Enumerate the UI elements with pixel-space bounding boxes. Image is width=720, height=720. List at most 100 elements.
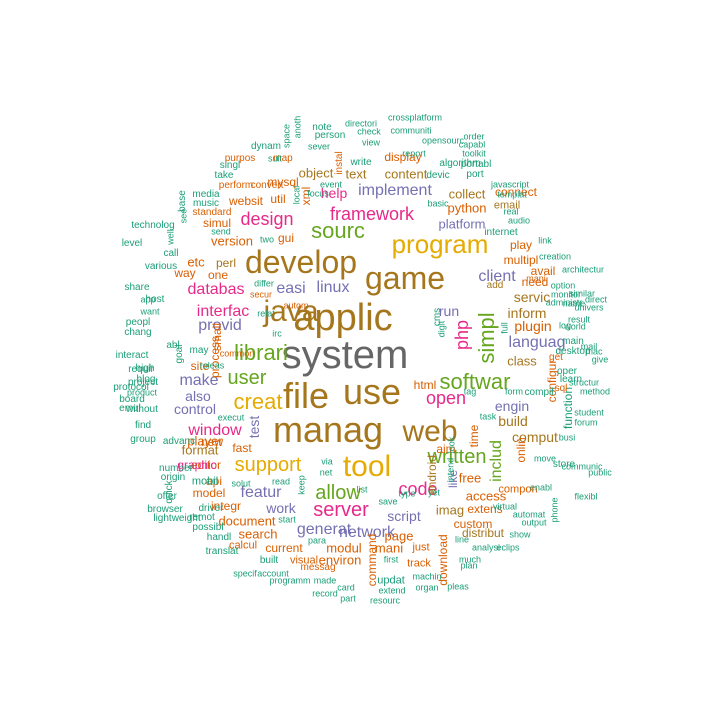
word-write: write xyxy=(350,157,372,168)
word-take: take xyxy=(214,170,234,181)
word-tool: tool xyxy=(342,450,392,483)
word-peopl: peopl xyxy=(125,317,151,328)
word-report: report xyxy=(402,148,426,159)
word-communic: communic xyxy=(561,461,603,472)
word-convert: convert xyxy=(250,180,284,191)
word-servic: servic xyxy=(513,289,551,305)
word-window: window xyxy=(188,422,242,439)
word-programm: programm xyxy=(269,575,311,586)
word-map: map xyxy=(273,153,293,164)
word-main: main xyxy=(562,336,584,347)
word-extend: extend xyxy=(378,585,406,596)
word-platform: platform xyxy=(438,216,486,232)
word-event: event xyxy=(319,179,343,190)
word-common: common xyxy=(219,348,255,359)
word-host: host xyxy=(145,294,165,305)
word-javascript: javascript xyxy=(490,179,530,190)
word-learn: learn xyxy=(559,374,583,385)
word-level: level xyxy=(121,238,143,249)
word-public: public xyxy=(588,467,612,478)
word-forum: forum xyxy=(574,417,598,428)
word-code: code xyxy=(398,479,438,499)
word-crossplatform: crossplatform xyxy=(387,112,443,123)
word-easi: easi xyxy=(276,280,306,297)
word-advanc: advanc xyxy=(162,436,196,447)
word-architectur: architectur xyxy=(561,264,605,275)
word-monitor: monitor xyxy=(550,289,582,300)
word-phone: phone xyxy=(549,497,560,523)
word-line: line xyxy=(454,534,470,545)
word-various: various xyxy=(144,261,178,272)
word-basic: basic xyxy=(427,198,449,209)
word-well: well xyxy=(165,229,176,245)
word-oper: oper xyxy=(556,366,578,377)
word-record: record xyxy=(312,588,338,599)
word-display: display xyxy=(384,150,422,164)
word-aim: aim xyxy=(436,442,456,456)
word-connect: connect xyxy=(494,185,538,199)
word-media: media xyxy=(192,189,220,200)
word-opensourc: opensourc xyxy=(421,135,465,146)
word-anoth: anoth xyxy=(292,115,303,139)
word-without: without xyxy=(126,404,158,415)
word-format: format xyxy=(181,442,219,458)
word-real: real xyxy=(503,206,519,217)
word-share: share xyxy=(124,282,150,293)
word-small: small xyxy=(210,322,224,352)
word-mani: mani xyxy=(374,540,404,556)
word-mail: mail xyxy=(580,341,598,352)
word-librari: librari xyxy=(234,340,288,365)
word-play: play xyxy=(509,238,533,252)
word-much: much xyxy=(458,554,482,565)
word-capabl: capabl xyxy=(458,139,486,150)
word-custom: custom xyxy=(453,517,493,531)
word-similar: similar xyxy=(569,288,595,299)
word-world: world xyxy=(564,321,586,332)
word-environ: environ xyxy=(318,552,362,568)
word-give: give xyxy=(591,354,609,365)
word-messag: messag xyxy=(300,562,336,573)
word-machin: machin xyxy=(412,571,442,582)
word-person: person xyxy=(314,130,346,141)
word-html: html xyxy=(413,378,437,392)
word-system: system xyxy=(281,333,409,377)
word-organ: organ xyxy=(415,582,439,593)
word-app: app xyxy=(140,294,156,305)
word-keep: keep xyxy=(296,475,307,495)
word-site: site xyxy=(190,359,210,373)
word-object: object xyxy=(298,165,334,181)
word-abl: abl xyxy=(166,340,180,351)
word-virtual: virtual xyxy=(492,501,518,512)
word-net: net xyxy=(319,467,333,478)
word-account: account xyxy=(257,568,289,579)
word-start: start xyxy=(278,514,296,525)
word-php: php xyxy=(452,319,472,351)
word-util: util xyxy=(270,192,286,206)
word-driver: driver xyxy=(198,503,224,514)
word-plan: plan xyxy=(460,560,478,571)
word-languag: languag xyxy=(508,334,566,351)
word-releas: releas xyxy=(199,360,225,371)
word-visual: visual xyxy=(289,554,319,567)
word-class: class xyxy=(507,353,537,369)
word-blog: blog xyxy=(136,374,156,385)
word-written: written xyxy=(427,446,487,468)
word-view: view xyxy=(361,137,381,148)
word-free: free xyxy=(458,470,482,486)
word-track: track xyxy=(407,557,431,570)
word-mani: mani xyxy=(526,273,546,284)
word-card: card xyxy=(337,582,355,593)
word-emul: emul xyxy=(119,403,141,414)
word-new: new xyxy=(200,435,224,449)
word-generat: generat xyxy=(296,521,352,538)
word-make: make xyxy=(179,372,219,389)
word-standard: standard xyxy=(192,207,232,218)
word-softwar: softwar xyxy=(439,369,511,394)
word-directori: directori xyxy=(344,118,378,129)
word-possibl: possibl xyxy=(192,522,224,533)
word-save: save xyxy=(378,496,398,507)
word-may: may xyxy=(189,345,209,356)
word-see: see xyxy=(178,208,189,224)
word-full: full xyxy=(499,322,510,334)
